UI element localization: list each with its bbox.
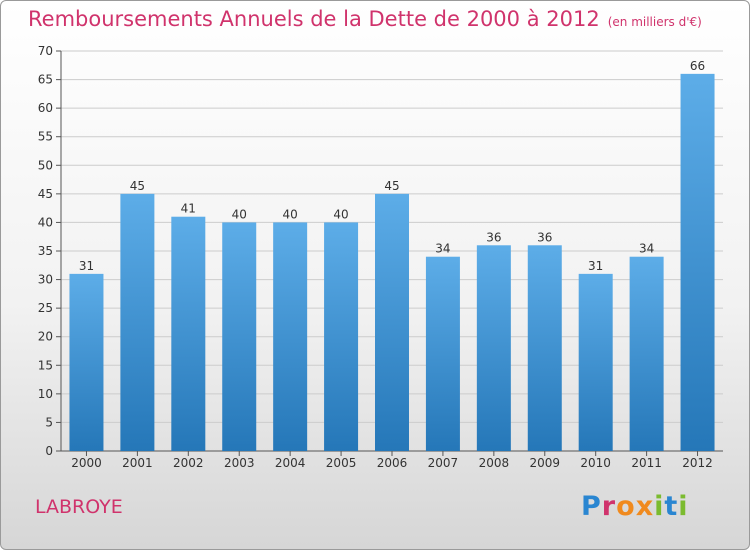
bars: [69, 73, 715, 451]
x-tick-label: 2002: [173, 456, 204, 470]
y-tick-label: 45: [38, 187, 53, 201]
x-tick-label: 2010: [580, 456, 611, 470]
logo-letter: x: [635, 491, 655, 522]
y-tick-label: 60: [38, 101, 53, 115]
bar: [171, 216, 206, 451]
y-tick-label: 70: [38, 44, 53, 58]
x-tick-label: 2011: [631, 456, 662, 470]
x-tick-label: 2012: [682, 456, 713, 470]
y-tick-label: 15: [38, 358, 53, 372]
x-tick-label: 2003: [224, 456, 255, 470]
data-label: 36: [537, 230, 552, 244]
data-label: 66: [690, 59, 705, 73]
bar: [273, 222, 308, 451]
bar: [425, 256, 460, 451]
bar: [375, 193, 409, 451]
y-tick-label: 20: [38, 330, 53, 344]
y-tick-label: 50: [38, 158, 53, 172]
x-tick-label: 2007: [428, 456, 459, 470]
proxiti-logo: Proxiti: [581, 491, 689, 522]
bar: [69, 273, 104, 451]
bar: [324, 222, 359, 451]
logo-letter: o: [616, 491, 636, 522]
logo-letter: r: [601, 491, 617, 522]
y-tick-label: 30: [38, 273, 53, 287]
logo-letter: i: [678, 491, 689, 522]
data-label: 34: [639, 242, 654, 256]
y-tick-label: 65: [38, 73, 53, 87]
x-tick-label: 2008: [479, 456, 510, 470]
logo-letter: i: [654, 491, 665, 522]
logo-letter: t: [664, 491, 679, 522]
bar: [629, 256, 664, 451]
x-tick-label: 2009: [529, 456, 560, 470]
data-label: 40: [232, 207, 247, 221]
x-tick-label: 2004: [275, 456, 306, 470]
y-tick-label: 5: [45, 415, 53, 429]
y-tick-label: 35: [38, 244, 53, 258]
chart-subtitle: (en milliers d'€): [607, 15, 702, 29]
logo-letter: P: [581, 491, 602, 522]
commune-name: LABROYE: [35, 496, 123, 518]
data-label: 31: [588, 259, 603, 273]
data-label: 31: [79, 259, 94, 273]
data-label: 34: [435, 242, 450, 256]
x-tick-label: 2001: [122, 456, 153, 470]
bar: [527, 245, 562, 451]
bar: [476, 245, 511, 451]
y-tick-label: 25: [38, 301, 53, 315]
bar: [120, 193, 155, 451]
title-text: Remboursements Annuels de la Dette de 20…: [28, 7, 600, 31]
data-label: 36: [486, 230, 501, 244]
y-tick-label: 55: [38, 130, 53, 144]
bar: [578, 273, 613, 451]
bar: [680, 73, 715, 451]
bar: [222, 222, 257, 451]
data-label: 41: [181, 202, 196, 216]
data-label: 45: [130, 179, 145, 193]
x-tick-label: 2005: [326, 456, 357, 470]
data-label: 40: [333, 207, 348, 221]
labels: 0 5 10 15 20 25 30 35 40 45 50 55 60 65 70 2000 31 2001 45…: [38, 44, 713, 470]
data-label: 40: [283, 207, 298, 221]
y-tick-label: 10: [38, 387, 53, 401]
x-tick-label: 2006: [377, 456, 408, 470]
data-label: 45: [384, 179, 399, 193]
x-tick-label: 2000: [71, 456, 102, 470]
y-tick-label: 0: [45, 444, 53, 458]
y-tick-label: 40: [38, 215, 53, 229]
chart-title: Remboursements Annuels de la Dette de 20…: [28, 7, 702, 31]
